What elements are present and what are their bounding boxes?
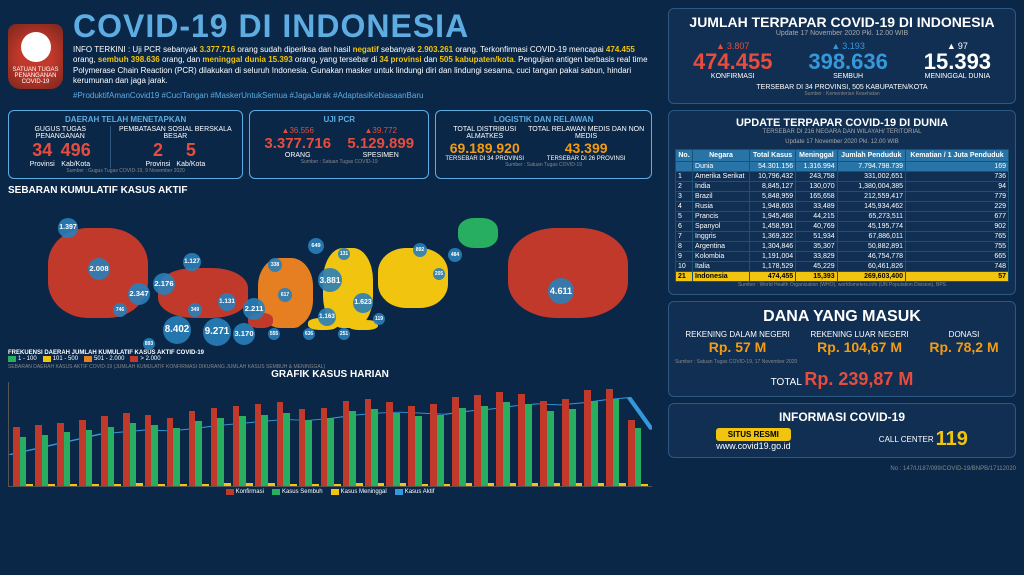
logo-text: SATUAN TUGAS PENANGANAN COVID-19 <box>12 67 58 85</box>
page-title: COVID-19 DI INDONESIA <box>73 8 652 45</box>
task-force-logo: SATUAN TUGAS PENANGANAN COVID-19 <box>8 24 63 89</box>
daily-chart <box>8 382 652 487</box>
daerah-box: DAERAH TELAH MENETAPKAN GUGUS TUGAS PENA… <box>8 110 243 179</box>
hashtags: #ProduktifAmanCovid19 #CuciTangan #Maske… <box>73 91 652 100</box>
info-footer-panel: INFORMASI COVID-19 SITUS RESMI www.covid… <box>668 403 1016 458</box>
world-panel: UPDATE TERPAPAR COVID-19 DI DUNIA TERSEB… <box>668 110 1016 295</box>
terpapar-panel: JUMLAH TERPAPAR COVID-19 DI INDONESIA Up… <box>668 8 1016 104</box>
pcr-box: UJI PCR ▲36.556 3.377.716 ORANG ▲39.772 … <box>249 110 429 179</box>
official-site-badge[interactable]: SITUS RESMI <box>716 428 791 441</box>
indonesia-map: 1.3972.0082.3472.1761.1273498.4029.2713.… <box>8 198 652 348</box>
info-text: INFO TERKINI : Uji PCR sebanyak 3.377.71… <box>73 45 652 87</box>
call-center[interactable]: CALL CENTER 119 <box>879 428 968 451</box>
map-section: SEBARAN KUMULATIF KASUS AKTIF 1.3972.008… <box>8 185 652 365</box>
dana-panel: DANA YANG MASUK REKENING DALAM NEGERIRp.… <box>668 301 1016 397</box>
header: SATUAN TUGAS PENANGANAN COVID-19 COVID-1… <box>8 8 652 106</box>
chart-legend: KonfirmasiKasus SembuhKasus MeninggalKas… <box>8 489 652 495</box>
official-url[interactable]: www.covid19.go.id <box>716 441 791 451</box>
daily-chart-section: GRAFIK KASUS HARIAN KonfirmasiKasus Semb… <box>8 369 652 495</box>
map-legend: FREKUENSI DAERAH JUMLAH KUMULATIF KASUS … <box>8 350 652 370</box>
document-ref: No : 147/U187/099/COVID-19/BNPB/17112020 <box>668 466 1016 472</box>
logistik-box: LOGISTIK DAN RELAWAN TOTAL DISTRIBUSI AL… <box>435 110 652 179</box>
world-table: No.NegaraTotal KasusMeninggalJumlah Pend… <box>675 149 1009 282</box>
